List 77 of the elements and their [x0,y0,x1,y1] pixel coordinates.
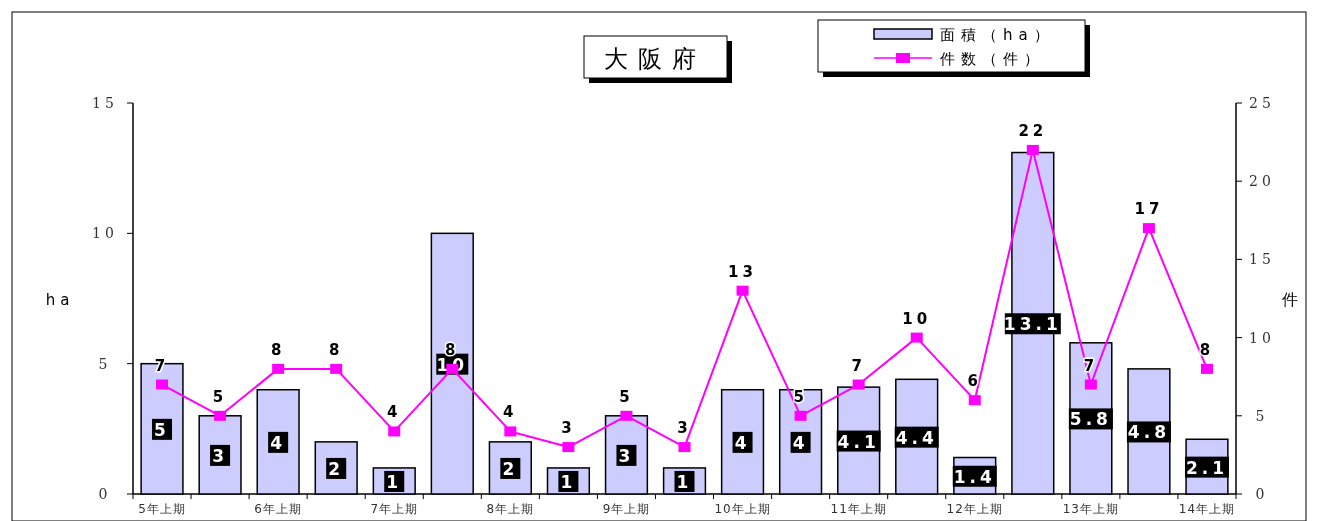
data-label: 4 [734,432,751,453]
point [1026,144,1039,155]
data-label: 3 [618,445,635,466]
y-tick-label: 10 [92,225,118,242]
x-tick-label: 9年上期 [602,502,651,516]
data-label: 5 [212,387,228,406]
point [156,379,169,390]
data-label: 4 [270,432,287,453]
data-label: 1.4 [953,466,996,487]
y2-tick-label: 10 [1249,329,1275,346]
point [562,442,575,453]
data-label: 4 [503,403,518,422]
point [794,410,807,421]
y-tick-label: 0 [98,486,112,502]
y-tick-label: 5 [98,355,112,372]
data-label: 5 [154,419,170,440]
data-label: 3 [212,445,228,466]
point [330,363,343,374]
y2-tick-label: 20 [1249,173,1275,190]
data-label: 13.1 [1003,314,1062,335]
data-label: 4.1 [837,431,880,452]
point [388,426,401,437]
data-label: 3 [561,419,576,438]
y2-tick-label: 15 [1249,251,1275,268]
x-tick-label: 6年上期 [254,502,302,516]
x-tick-label: 8年上期 [486,502,535,516]
y2-tick-label: 0 [1255,486,1269,502]
data-label: 22 [1018,121,1048,140]
legend-label: 件数（件） [940,50,1045,68]
data-label: 4 [387,403,402,422]
point [1084,379,1097,390]
data-label: 10 [902,309,932,328]
point [1200,363,1213,374]
data-label: 4 [792,432,809,453]
chart-title: 大阪府 [604,45,706,73]
data-label: 1 [676,471,693,492]
data-label: 4.8 [1127,422,1170,443]
point [678,442,691,453]
data-label: 8 [328,340,344,359]
y-axis-title: ha [45,291,75,309]
data-label: 6 [967,372,982,391]
data-label: 5 [793,387,808,406]
point [736,285,749,296]
x-tick-label: 12年上期 [946,502,1003,516]
y2-tick-label: 25 [1249,95,1275,111]
data-label: 1 [560,471,577,492]
point [910,332,923,343]
y2-tick-label: 5 [1255,407,1269,424]
point [504,426,517,437]
point [852,379,865,390]
x-tick-label: 7年上期 [370,502,419,516]
data-label: 17 [1134,200,1164,219]
data-label: 3 [677,419,692,438]
data-label: 2 [328,458,345,479]
data-label: 1 [386,471,403,492]
data-label: 2.1 [1185,457,1229,478]
legend-label: 面積（ha） [940,26,1055,44]
point [968,395,981,406]
y2-axis-title: 件 [1282,290,1298,309]
data-label: 5 [619,387,634,406]
data-label: 5.8 [1069,409,1112,430]
point [272,363,285,374]
point [620,410,633,421]
x-tick-label: 5年上期 [138,502,186,516]
data-label: 8 [1199,340,1215,359]
x-tick-label: 11年上期 [830,502,887,516]
x-tick-label: 10年上期 [714,502,771,516]
data-label: 4.4 [895,427,938,448]
data-label: 8 [270,340,286,359]
point [1142,223,1155,234]
data-label: 2 [502,458,519,479]
data-label: 13 [728,262,757,281]
data-label: 7 [851,356,866,375]
y-tick-label: 15 [92,95,118,111]
x-tick-label: 14年上期 [1178,502,1236,516]
point [214,410,227,421]
x-tick-label: 13年上期 [1062,502,1120,516]
